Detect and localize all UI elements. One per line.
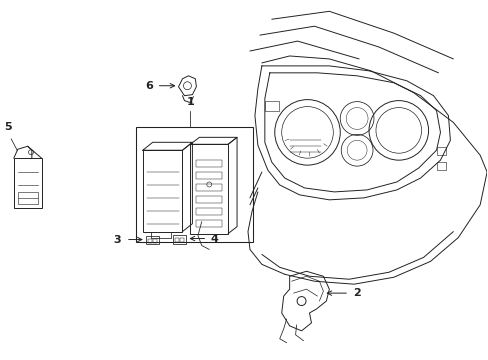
- Bar: [172, 235, 186, 243]
- Bar: [152, 239, 156, 243]
- Text: 3: 3: [113, 234, 121, 244]
- Bar: [196, 160, 222, 167]
- Text: 2: 2: [352, 288, 360, 298]
- Bar: [147, 239, 151, 243]
- Text: 1: 1: [186, 96, 194, 107]
- Bar: [196, 172, 222, 179]
- Bar: [196, 220, 222, 227]
- Bar: [18, 192, 38, 204]
- Bar: [436, 162, 446, 170]
- Bar: [142, 150, 182, 231]
- Bar: [174, 238, 178, 242]
- Bar: [136, 127, 252, 242]
- Text: 6: 6: [144, 81, 152, 91]
- Bar: [145, 235, 158, 244]
- Text: 5: 5: [4, 122, 12, 132]
- Bar: [196, 196, 222, 203]
- Bar: [436, 147, 446, 155]
- Bar: [196, 208, 222, 215]
- Bar: [264, 100, 278, 111]
- Bar: [180, 238, 184, 242]
- Bar: [190, 144, 228, 234]
- Bar: [196, 184, 222, 191]
- Bar: [14, 158, 41, 208]
- Text: 4: 4: [210, 234, 218, 244]
